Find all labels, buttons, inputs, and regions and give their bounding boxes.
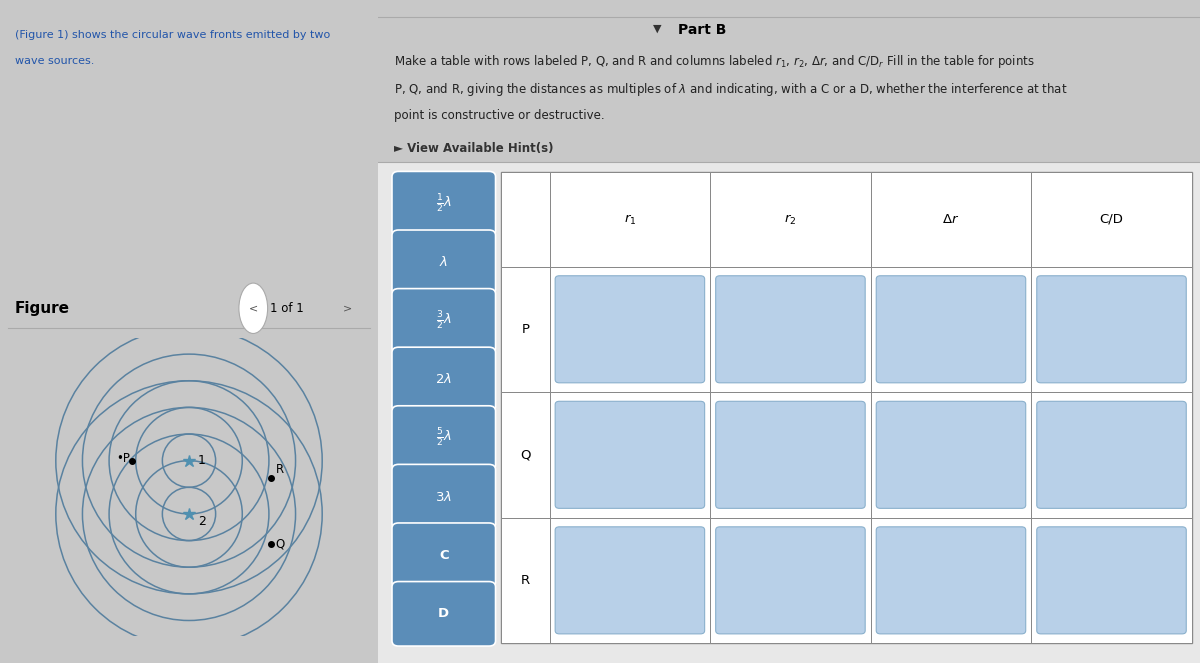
Text: $\lambda$: $\lambda$ xyxy=(439,255,449,269)
Text: $\frac{3}{2}\lambda$: $\frac{3}{2}\lambda$ xyxy=(436,310,451,332)
Bar xyxy=(710,267,871,392)
FancyBboxPatch shape xyxy=(1037,401,1187,509)
Bar xyxy=(710,172,871,267)
Bar xyxy=(550,172,710,267)
Text: C: C xyxy=(439,549,449,562)
Bar xyxy=(550,392,710,518)
Bar xyxy=(1031,392,1192,518)
FancyBboxPatch shape xyxy=(392,464,496,529)
Text: <: < xyxy=(248,303,258,314)
Bar xyxy=(871,267,1031,392)
Bar xyxy=(871,518,1031,643)
Text: P, Q, and R, giving the distances as multiples of $\lambda$ and indicating, with: P, Q, and R, giving the distances as mul… xyxy=(395,81,1068,98)
Text: Part B: Part B xyxy=(678,23,726,37)
FancyBboxPatch shape xyxy=(556,276,704,383)
FancyBboxPatch shape xyxy=(392,347,496,412)
FancyBboxPatch shape xyxy=(392,523,496,587)
Bar xyxy=(710,518,871,643)
Text: $2\lambda$: $2\lambda$ xyxy=(436,373,452,387)
Bar xyxy=(1031,518,1192,643)
Text: 2: 2 xyxy=(198,514,205,528)
FancyBboxPatch shape xyxy=(715,276,865,383)
FancyBboxPatch shape xyxy=(556,401,704,509)
FancyBboxPatch shape xyxy=(392,230,496,294)
FancyBboxPatch shape xyxy=(715,401,865,509)
Bar xyxy=(871,172,1031,267)
Bar xyxy=(1031,267,1192,392)
Text: P: P xyxy=(522,323,529,335)
Text: point is constructive or destructive.: point is constructive or destructive. xyxy=(395,109,605,122)
Text: >: > xyxy=(343,303,353,314)
Text: D: D xyxy=(438,607,449,621)
FancyBboxPatch shape xyxy=(392,406,496,470)
Bar xyxy=(378,162,1200,663)
Text: R: R xyxy=(521,574,530,587)
Bar xyxy=(502,392,550,518)
Text: •P: •P xyxy=(116,452,130,465)
FancyBboxPatch shape xyxy=(392,581,496,646)
Text: wave sources.: wave sources. xyxy=(16,56,95,66)
Bar xyxy=(550,267,710,392)
Bar xyxy=(1031,172,1192,267)
Text: R: R xyxy=(276,463,284,476)
Text: Q: Q xyxy=(521,448,530,461)
Text: $3\lambda$: $3\lambda$ xyxy=(436,490,452,504)
Bar xyxy=(502,267,550,392)
Text: C/D: C/D xyxy=(1099,213,1123,226)
Bar xyxy=(550,518,710,643)
Text: $\frac{1}{2}\lambda$: $\frac{1}{2}\lambda$ xyxy=(436,193,451,215)
Bar xyxy=(710,392,871,518)
Text: $\frac{5}{2}\lambda$: $\frac{5}{2}\lambda$ xyxy=(436,427,451,449)
FancyBboxPatch shape xyxy=(1037,276,1187,383)
Text: ▼: ▼ xyxy=(653,23,662,33)
Text: 1 of 1: 1 of 1 xyxy=(270,302,304,315)
Bar xyxy=(502,172,550,267)
Text: 1: 1 xyxy=(198,454,205,467)
Text: (Figure 1) shows the circular wave fronts emitted by two: (Figure 1) shows the circular wave front… xyxy=(16,30,330,40)
Text: Figure: Figure xyxy=(16,301,70,316)
FancyBboxPatch shape xyxy=(876,401,1026,509)
Circle shape xyxy=(239,283,268,333)
Bar xyxy=(871,392,1031,518)
Bar xyxy=(502,518,550,643)
Text: Q: Q xyxy=(275,538,284,551)
Text: $r_2$: $r_2$ xyxy=(785,212,797,227)
Text: $r_1$: $r_1$ xyxy=(624,212,636,227)
FancyBboxPatch shape xyxy=(392,288,496,353)
Text: Make a table with rows labeled P, Q, and R and columns labeled $r_1$, $r_2$, $\D: Make a table with rows labeled P, Q, and… xyxy=(395,53,1036,70)
FancyBboxPatch shape xyxy=(392,172,496,236)
FancyBboxPatch shape xyxy=(876,276,1026,383)
FancyBboxPatch shape xyxy=(876,527,1026,634)
Text: $\Delta r$: $\Delta r$ xyxy=(942,213,960,226)
FancyBboxPatch shape xyxy=(556,527,704,634)
Text: ► View Available Hint(s): ► View Available Hint(s) xyxy=(395,142,554,155)
Bar xyxy=(502,172,1192,643)
FancyBboxPatch shape xyxy=(715,527,865,634)
FancyBboxPatch shape xyxy=(1037,527,1187,634)
